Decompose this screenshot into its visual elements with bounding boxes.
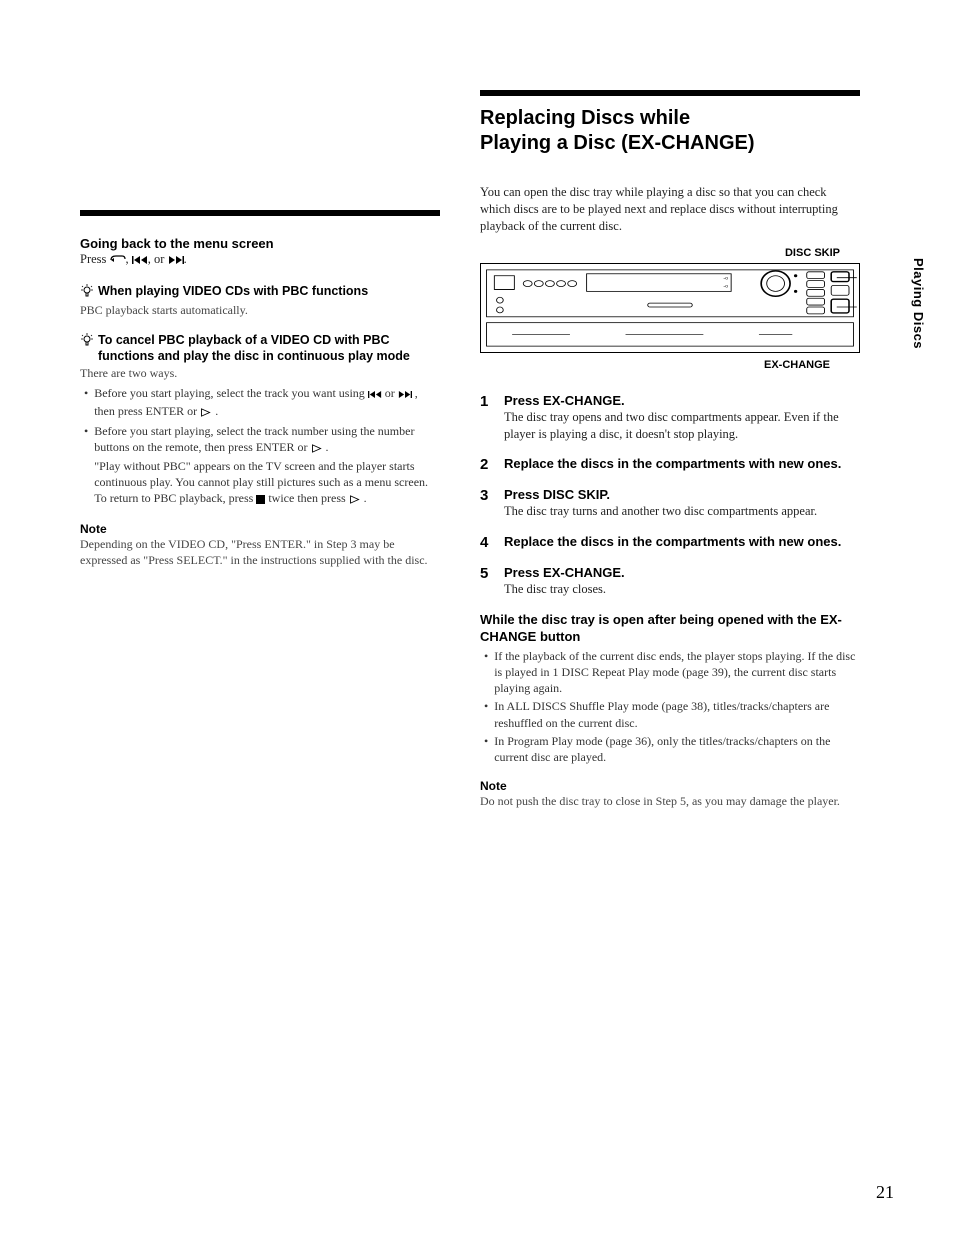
cancel-pbc-bullets: • Before you start playing, select the t… xyxy=(84,385,440,508)
b2-d-a: To return to PBC playback, press xyxy=(94,491,256,505)
stop-icon xyxy=(256,492,265,508)
play-icon xyxy=(349,492,361,508)
step-1: 1 Press EX-CHANGE. The disc tray opens a… xyxy=(480,393,860,443)
step-desc: The disc tray opens and two disc compart… xyxy=(504,409,860,443)
section-title: Replacing Discs while Playing a Disc (EX… xyxy=(480,106,860,156)
step-title: Replace the discs in the compartments wi… xyxy=(504,534,860,549)
left-note-heading: Note xyxy=(80,522,440,536)
bullet-1: • Before you start playing, select the t… xyxy=(84,385,440,421)
play-icon xyxy=(200,405,212,421)
while-heading: While the disc tray is open after being … xyxy=(480,612,860,646)
step-3: 3 Press DISC SKIP. The disc tray turns a… xyxy=(480,487,860,520)
label-disc-skip: DISC SKIP xyxy=(480,247,860,259)
next-icon xyxy=(168,254,184,269)
right-header-rule xyxy=(480,90,860,96)
step-title: Replace the discs in the compartments wi… xyxy=(504,456,860,471)
page-content: Going back to the menu screen Press , , … xyxy=(0,0,954,861)
while-bullets: •If the playback of the current disc end… xyxy=(484,648,860,765)
play-icon xyxy=(311,441,323,457)
bullet-dot: • xyxy=(84,423,88,508)
svg-text:-o: -o xyxy=(723,283,728,289)
bullet-dot: • xyxy=(484,698,488,730)
step-title: Press DISC SKIP. xyxy=(504,487,860,502)
step-num: 3 xyxy=(480,487,494,520)
tip-2: To cancel PBC playback of a VIDEO CD wit… xyxy=(80,332,440,365)
tip-2-title: To cancel PBC playback of a VIDEO CD wit… xyxy=(98,332,440,365)
bullet-dot: • xyxy=(484,733,488,765)
prev-icon xyxy=(132,254,148,269)
label-ex-change: EX-CHANGE xyxy=(480,359,860,371)
step-2: 2 Replace the discs in the compartments … xyxy=(480,456,860,473)
title-line-1: Replacing Discs while xyxy=(480,106,860,131)
while-b3-text: In Program Play mode (page 36), only the… xyxy=(494,733,860,765)
step-4: 4 Replace the discs in the compartments … xyxy=(480,534,860,551)
step-desc: The disc tray closes. xyxy=(504,581,860,598)
intro-paragraph: You can open the disc tray while playing… xyxy=(480,184,860,235)
svg-text:-o: -o xyxy=(723,276,728,282)
step-num: 4 xyxy=(480,534,494,551)
b2-c: "Play without PBC" appears on the TV scr… xyxy=(94,458,440,490)
press-suffix: . xyxy=(184,252,187,266)
left-column: Going back to the menu screen Press , , … xyxy=(80,90,440,821)
press-instruction: Press , , or . xyxy=(80,252,440,269)
tip-icon xyxy=(80,284,94,302)
tip-1: When playing VIDEO CDs with PBC function… xyxy=(80,283,440,302)
right-note-body: Do not push the disc tray to close in St… xyxy=(480,793,860,809)
side-tab-playing-discs: Playing Discs xyxy=(911,258,926,349)
right-column: Replacing Discs while Playing a Disc (EX… xyxy=(480,90,860,821)
b2-d-c: . xyxy=(364,491,367,505)
while-b1: •If the playback of the current disc end… xyxy=(484,648,860,697)
sep-or: , or xyxy=(148,252,168,266)
while-b2: •In ALL DISCS Shuffle Play mode (page 38… xyxy=(484,698,860,730)
step-desc: The disc tray turns and another two disc… xyxy=(504,503,860,520)
bullet-dot: • xyxy=(484,648,488,697)
b2-a: Before you start playing, select the tra… xyxy=(94,424,414,454)
step-5: 5 Press EX-CHANGE. The disc tray closes. xyxy=(480,565,860,598)
b1-d: . xyxy=(215,404,218,418)
heading-going-back: Going back to the menu screen xyxy=(80,236,440,251)
step-num: 1 xyxy=(480,393,494,443)
step-num: 5 xyxy=(480,565,494,598)
step-num: 2 xyxy=(480,456,494,473)
step-title: Press EX-CHANGE. xyxy=(504,393,860,408)
b2-d-b: twice then press xyxy=(268,491,348,505)
title-line-2: Playing a Disc (EX-CHANGE) xyxy=(480,131,860,156)
bullet-dot: • xyxy=(84,385,88,421)
b2-b: . xyxy=(326,440,329,454)
tip-1-body: PBC playback starts automatically. xyxy=(80,302,440,318)
while-b1-text: If the playback of the current disc ends… xyxy=(494,648,860,697)
tip-2-intro: There are two ways. xyxy=(80,365,440,381)
while-b2-text: In ALL DISCS Shuffle Play mode (page 38)… xyxy=(494,698,860,730)
next-icon xyxy=(398,387,412,403)
tip-icon xyxy=(80,333,94,351)
page-number: 21 xyxy=(876,1182,894,1203)
b1-b: or xyxy=(385,386,398,400)
tip-1-title: When playing VIDEO CDs with PBC function… xyxy=(98,283,368,299)
player-diagram: -o -o xyxy=(480,263,860,353)
step-title: Press EX-CHANGE. xyxy=(504,565,860,580)
press-prefix: Press xyxy=(80,252,110,266)
right-note-heading: Note xyxy=(480,779,860,793)
return-icon xyxy=(110,254,126,269)
while-b3: •In Program Play mode (page 36), only th… xyxy=(484,733,860,765)
left-note-body: Depending on the VIDEO CD, "Press ENTER.… xyxy=(80,536,440,568)
prev-icon xyxy=(368,387,382,403)
b1-a: Before you start playing, select the tra… xyxy=(94,386,368,400)
left-header-rule xyxy=(80,210,440,216)
bullet-2: • Before you start playing, select the t… xyxy=(84,423,440,508)
